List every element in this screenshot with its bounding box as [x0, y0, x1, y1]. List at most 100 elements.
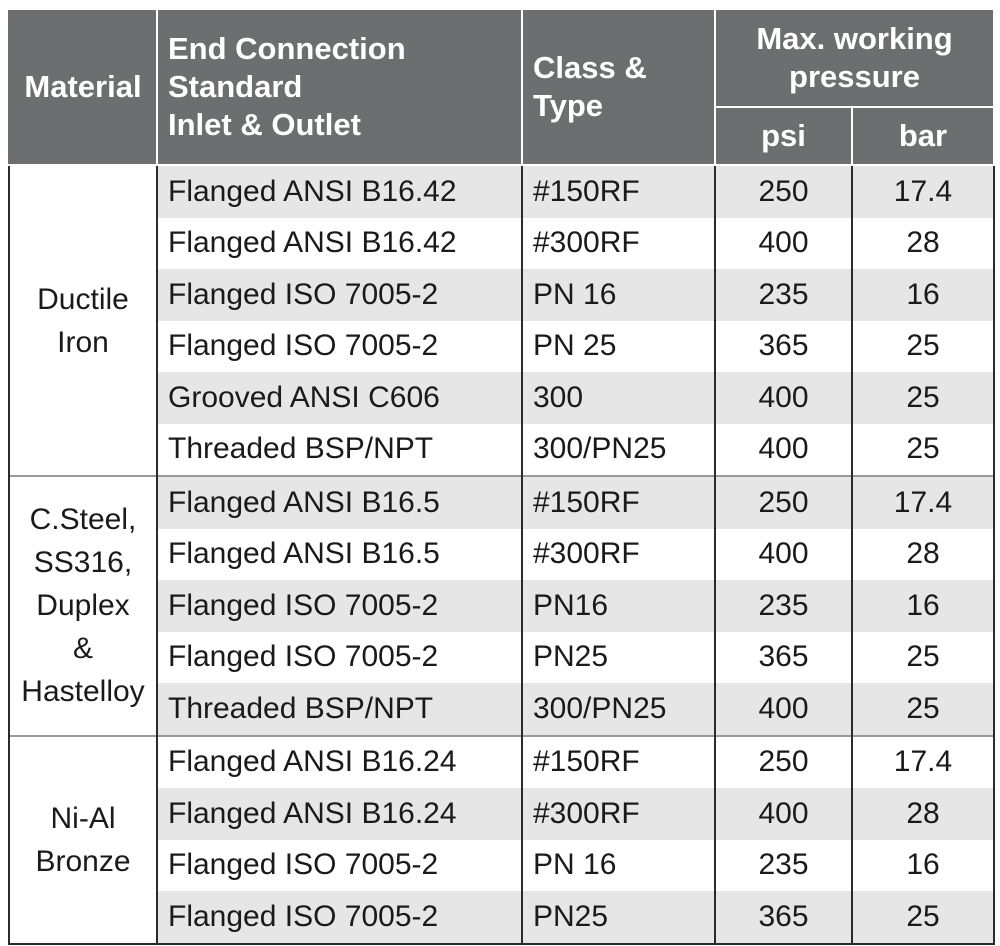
table-row: Threaded BSP/NPT 300/PN25 400 25: [9, 423, 995, 476]
cell-text: #150RF: [533, 174, 640, 208]
cell-text: 400: [758, 691, 809, 725]
cell-text: 28: [906, 796, 940, 830]
connection-cell: Flanged ANSI B16.5: [156, 528, 523, 580]
cell-text: Flanged ISO 7005-2: [168, 848, 439, 882]
bar-cell: 25: [851, 372, 995, 424]
connection-cell: Flanged ISO 7005-2: [156, 269, 523, 321]
table-row: Ductile Iron Flanged ANSI B16.42 #150RF 250 1…: [8, 165, 995, 476]
class-cell: #150RF: [521, 734, 716, 788]
bar-cell: 25: [851, 683, 995, 736]
bar-cell: 28: [851, 528, 995, 580]
cell-text: 28: [906, 226, 940, 260]
cell-text: 25: [906, 329, 940, 363]
header-text: Inlet & Outlet: [168, 107, 361, 142]
header-text: End Connection: [168, 31, 406, 66]
cell-text: Threaded BSP/NPT: [168, 691, 434, 725]
cell-text: 235: [758, 848, 809, 882]
material-text: Bronze: [35, 844, 131, 878]
bar-cell: 25: [851, 631, 995, 683]
material-cell: Ductile Iron: [8, 165, 158, 476]
material-text: Ductile: [37, 282, 129, 316]
cell-text: Flanged ANSI B16.5: [168, 537, 440, 571]
cell-text: PN25: [533, 899, 609, 933]
cell-text: PN 16: [533, 848, 617, 882]
class-cell: 300/PN25: [521, 423, 716, 476]
table-header: Material End Connection Standard Inlet & Ou…: [8, 8, 995, 166]
material-text: Iron: [57, 325, 109, 359]
table-row: Flanged ISO 7005-2 PN 25 365 25: [9, 320, 995, 372]
cell-text: Flanged ISO 7005-2: [168, 277, 439, 311]
cell-text: 25: [906, 691, 940, 725]
cell-text: #150RF: [533, 485, 640, 519]
table-row: Flanged ANSI B16.5 #300RF 400 28: [9, 528, 995, 580]
cell-text: 17.4: [893, 485, 953, 519]
psi-cell: 250: [714, 475, 853, 529]
header-cell: Max. working pressure: [714, 8, 995, 108]
connection-cell: Flanged ANSI B16.42: [156, 217, 523, 269]
class-cell: PN25: [521, 631, 716, 683]
cell-text: PN25: [533, 640, 609, 674]
cell-text: 400: [758, 796, 809, 830]
psi-cell: 400: [714, 788, 853, 840]
connection-cell: Flanged ANSI B16.24: [156, 734, 523, 788]
material-text: SS316,: [33, 546, 133, 580]
table-row: Flanged ISO 7005-2 PN16 235 16: [9, 580, 995, 632]
header-text: Max. working: [756, 21, 953, 56]
cell-text: Flanged ANSI B16.42: [168, 226, 457, 260]
bar-cell: 28: [851, 217, 995, 269]
cell-text: PN 16: [533, 277, 617, 311]
bar-cell: 17.4: [851, 734, 995, 788]
header-cell: Class & Type: [521, 8, 716, 166]
bar-cell: 16: [851, 580, 995, 632]
psi-cell: 400: [714, 683, 853, 736]
psi-cell: 365: [714, 631, 853, 683]
cell-text: 235: [758, 277, 809, 311]
header-cell: bar: [851, 106, 995, 166]
cell-text: 28: [906, 537, 940, 571]
psi-cell: 365: [714, 891, 853, 944]
class-cell: 300/PN25: [521, 683, 716, 736]
connection-cell: Flanged ANSI B16.24: [156, 788, 523, 840]
connection-cell: Threaded BSP/NPT: [156, 423, 523, 476]
class-cell: 300: [521, 372, 716, 424]
cell-text: 25: [906, 432, 940, 466]
header-text: pressure: [789, 59, 920, 94]
cell-text: 16: [906, 277, 940, 311]
cell-text: 17.4: [893, 174, 953, 208]
connection-cell: Flanged ISO 7005-2: [156, 580, 523, 632]
cell-text: 400: [758, 432, 809, 466]
header-text: psi: [761, 118, 806, 153]
bar-cell: 17.4: [851, 165, 995, 218]
cell-text: Flanged ANSI B16.5: [168, 485, 440, 519]
cell-text: 300/PN25: [533, 691, 667, 725]
cell-text: 16: [906, 848, 940, 882]
material-text: &: [72, 632, 93, 666]
material-cell: Ni-Al Bronze: [8, 734, 158, 944]
cell-text: 235: [758, 588, 809, 622]
cell-text: Flanged ANSI B16.42: [168, 174, 457, 208]
connection-cell: Flanged ISO 7005-2: [156, 891, 523, 944]
psi-cell: 400: [714, 528, 853, 580]
header-text: Type: [533, 88, 604, 123]
cell-text: 250: [758, 174, 809, 208]
header-cell: psi: [714, 106, 853, 166]
material-cell: C.Steel, SS316, Duplex & Hastelloy: [8, 475, 158, 736]
bar-cell: 16: [851, 269, 995, 321]
cell-text: 250: [758, 745, 809, 779]
header-row: psi bar: [9, 106, 995, 166]
cell-text: Flanged ANSI B16.24: [168, 745, 457, 779]
cell-text: Threaded BSP/NPT: [168, 432, 434, 466]
class-cell: #150RF: [521, 475, 716, 529]
header-text: Class &: [533, 50, 647, 85]
class-cell: #300RF: [521, 217, 716, 269]
cell-text: Flanged ISO 7005-2: [168, 899, 439, 933]
connection-cell: Flanged ANSI B16.5: [156, 475, 523, 529]
table-row: Threaded BSP/NPT 300/PN25 400 25: [9, 683, 995, 736]
class-cell: #150RF: [521, 165, 716, 218]
connection-cell: Threaded BSP/NPT: [156, 683, 523, 736]
table-row: Grooved ANSI C606 300 400 25: [9, 372, 995, 424]
cell-text: 25: [906, 380, 940, 414]
table-row: Ni-Al Bronze Flanged ANSI B16.24 #150RF 250 1…: [8, 734, 995, 944]
table-row: Flanged ANSI B16.42 #300RF 400 28: [9, 217, 995, 269]
cell-text: 400: [758, 380, 809, 414]
